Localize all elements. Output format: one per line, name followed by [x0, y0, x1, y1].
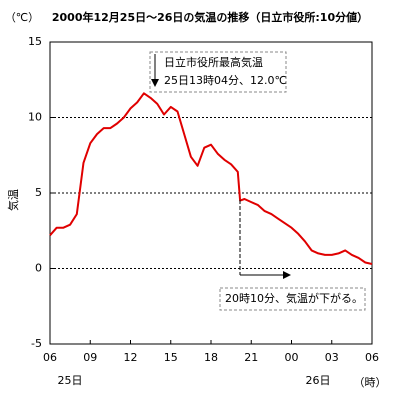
y-axis-label: 気温: [6, 189, 20, 211]
day-label: 26日: [306, 374, 331, 387]
annotation-box: [149, 51, 287, 93]
x-tick-label: 15: [164, 351, 178, 364]
annotation-text: 20時10分、気温が下がる。: [225, 291, 363, 305]
temperature-line: [49, 92, 373, 265]
day-label: 25日: [58, 374, 83, 387]
annotation-box: [219, 287, 366, 311]
y-tick-label: -5: [31, 337, 42, 350]
x-tick-label: 12: [124, 351, 138, 364]
x-tick-label: 06: [43, 351, 57, 364]
y-tick-label: 0: [35, 262, 42, 275]
x-tick-label: 09: [83, 351, 97, 364]
x-tick-label: 18: [204, 351, 218, 364]
y-unit: （℃）: [5, 11, 39, 24]
y-tick-label: 5: [35, 186, 42, 199]
x-unit: （時）: [354, 376, 387, 389]
annotation-text: 日立市役所最高気温: [164, 55, 263, 69]
x-tick-label: 21: [244, 351, 258, 364]
chart-title: 2000年12月25日～26日の気温の推移（日立市役所:10分値）: [52, 10, 368, 24]
y-tick-label: 10: [28, 111, 42, 124]
x-tick-label: 03: [325, 351, 339, 364]
annotation-text: 25日13時04分、12.0℃: [164, 74, 287, 87]
x-tick-label: 00: [285, 351, 299, 364]
x-tick-label: 06: [365, 351, 379, 364]
y-tick-label: 15: [28, 35, 42, 48]
